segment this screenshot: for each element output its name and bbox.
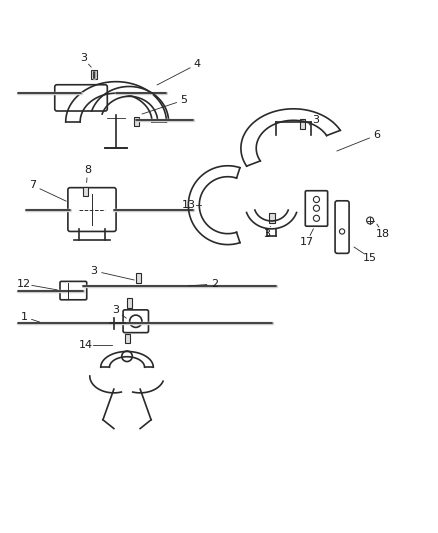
Text: 7: 7 [29, 181, 36, 190]
Bar [91, 70, 97, 79]
Bar [83, 187, 88, 197]
Text: 1: 1 [21, 312, 28, 322]
Circle shape [314, 205, 319, 211]
Text: 3: 3 [113, 305, 120, 316]
Text: 3: 3 [312, 115, 319, 125]
Circle shape [314, 215, 319, 221]
Text: 8: 8 [84, 165, 91, 175]
Text: 3: 3 [91, 266, 98, 276]
FancyBboxPatch shape [60, 281, 87, 300]
Text: 3: 3 [80, 53, 87, 63]
Bar [127, 298, 132, 308]
Circle shape [130, 315, 142, 327]
Text: 3: 3 [264, 229, 271, 239]
Text: 14: 14 [78, 341, 92, 350]
Circle shape [314, 197, 319, 203]
Text: 2: 2 [211, 279, 218, 289]
FancyBboxPatch shape [335, 201, 349, 253]
FancyBboxPatch shape [123, 310, 148, 333]
Text: 4: 4 [194, 59, 201, 69]
Bar [125, 334, 130, 343]
FancyBboxPatch shape [55, 85, 107, 111]
Text: 5: 5 [180, 95, 187, 105]
Bar [300, 119, 305, 128]
Text: 6: 6 [373, 130, 380, 140]
Bar [134, 117, 139, 126]
Text: 17: 17 [300, 237, 314, 247]
Text: 13: 13 [181, 200, 195, 210]
Circle shape [339, 229, 345, 234]
FancyBboxPatch shape [305, 191, 328, 226]
FancyBboxPatch shape [68, 188, 116, 231]
Bar [269, 213, 275, 223]
Bar [136, 273, 141, 282]
Text: 18: 18 [376, 229, 390, 239]
Circle shape [367, 217, 374, 224]
Text: 15: 15 [363, 253, 377, 263]
Circle shape [122, 351, 132, 361]
Text: 12: 12 [17, 279, 31, 289]
